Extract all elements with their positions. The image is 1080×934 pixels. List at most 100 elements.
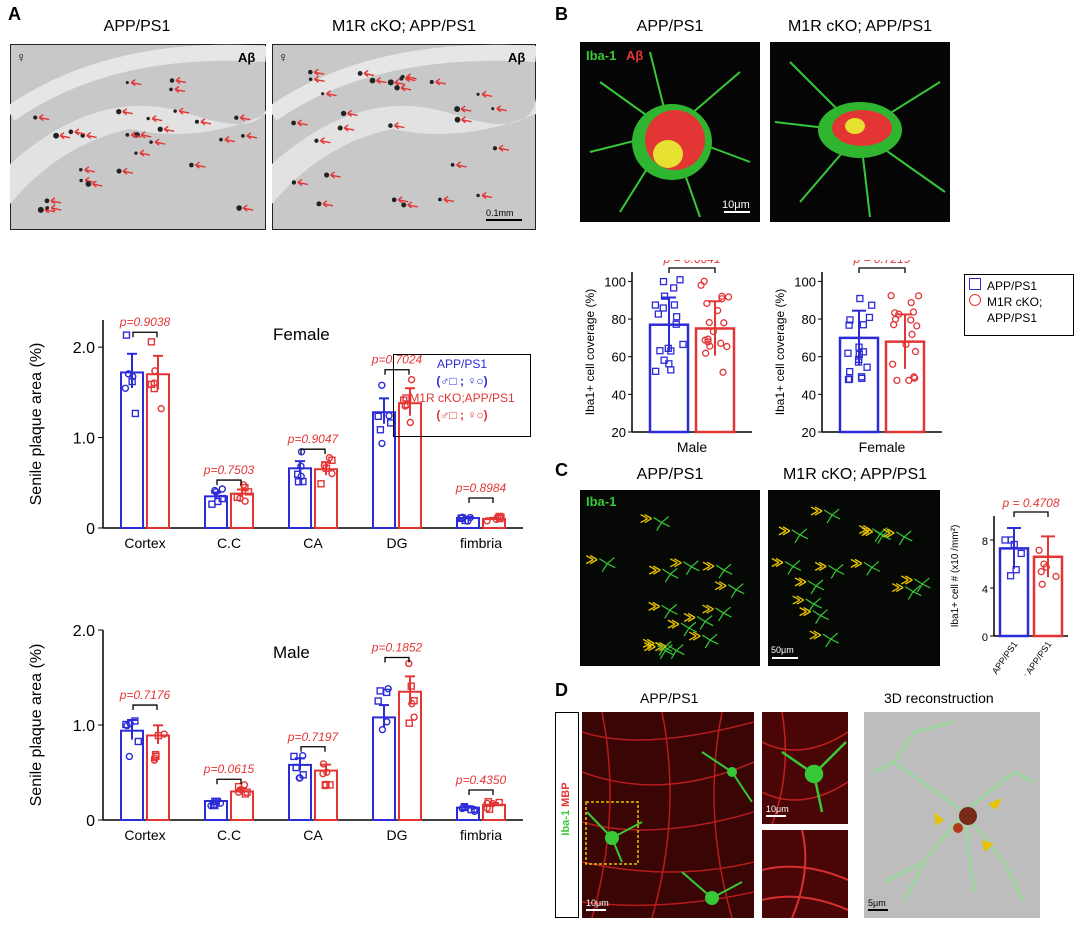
panel-d-scale-label-2: 10μm: [766, 804, 789, 814]
plaque-dot: [79, 178, 83, 183]
plaque-arrow-icon: [38, 113, 50, 122]
y-tick-label: 1.0: [73, 718, 95, 735]
plaque-arrow-icon: [200, 118, 212, 126]
panel-b-left-title: APP/PS1: [636, 18, 704, 35]
data-point: [151, 367, 159, 375]
y-tick-label: 1.0: [73, 431, 95, 448]
plaque-arrow-icon: [174, 85, 186, 93]
panel-d-stain-box: Iba-1 MBP: [555, 712, 579, 918]
plaque-arrow-icon: [130, 78, 142, 87]
plaque-dot: [492, 146, 498, 151]
plaque-dot: [369, 77, 376, 84]
data-point: [856, 294, 864, 303]
chart-b-female: 20 40 60 80 100 Iba1+ cell coverage (%) Female…: [773, 260, 942, 455]
data-point: [378, 725, 387, 734]
data-point: [652, 367, 660, 375]
data-point: [846, 316, 854, 324]
plaque-dot: [340, 110, 347, 117]
yellow-arrow-icon: [669, 558, 682, 568]
plaque-dot: [438, 197, 442, 202]
y-tick-label: 8: [982, 536, 988, 548]
data-point: [1037, 568, 1045, 576]
plaque-arrow-icon: [178, 107, 190, 115]
data-point: [1035, 546, 1043, 554]
data-point: [1042, 563, 1050, 571]
data-point: [483, 517, 491, 525]
data-point: [1017, 549, 1025, 558]
panel-a-left-female-symbol: ♀: [16, 49, 27, 65]
yellow-arrow-icon: [683, 612, 696, 623]
plaque-arrow-icon: [139, 149, 151, 157]
plaque-arrow-icon: [74, 128, 85, 136]
microglia-cell: [823, 508, 841, 524]
yellow-arrow-icon: [861, 526, 874, 537]
data-point: [902, 340, 910, 349]
y-tick-label: 80: [612, 312, 626, 327]
yellow-arrow-icon: [900, 575, 913, 585]
microglia-cell: [661, 567, 679, 583]
data-point: [496, 514, 504, 523]
data-point: [128, 377, 136, 386]
yellow-arrow-icon: [809, 630, 822, 640]
plaque-arrow-icon: [313, 68, 325, 76]
plaque-dot: [314, 138, 319, 143]
panel-a-scale-label: 0.1mm: [486, 208, 514, 218]
panel-a-right-title: M1R cKO; APP/PS1: [331, 18, 477, 35]
y-tick-label: 0: [86, 813, 95, 830]
plaque-arrow-icon: [224, 136, 236, 144]
data-point: [913, 322, 921, 330]
plaque-arrow-icon: [461, 116, 472, 124]
data-point: [211, 486, 219, 495]
panel-b-left-micrograph: Iba-1 Aβ 10μm: [580, 42, 760, 222]
yellow-arrow-icon: [642, 638, 655, 648]
data-point: [407, 682, 415, 690]
p-value-label: p=0.8984: [455, 481, 507, 495]
data-point: [656, 347, 664, 355]
data-point: [376, 426, 385, 434]
microglia-cell: [904, 585, 922, 600]
panel-a-legend: APP/PS1 (♂□ ; ♀○) M1R cKO;APP/PS1 (♂□ ; …: [393, 354, 531, 437]
panel-b-iba1-label: Iba-1: [586, 48, 616, 63]
data-point: [121, 384, 130, 392]
plaque-dot: [316, 201, 322, 207]
plaque-dot: [125, 80, 129, 85]
data-point: [720, 319, 728, 327]
x-tick-label: C.C: [217, 827, 241, 840]
data-point: [319, 769, 327, 778]
plaque-dot: [321, 92, 325, 96]
significance-bracket: [300, 448, 326, 455]
data-point: [1001, 536, 1009, 544]
microglia-cell: [715, 563, 733, 579]
plaque-dot: [149, 140, 153, 144]
data-point: [129, 372, 137, 381]
plaque-dot: [44, 198, 50, 204]
panel-c-left-micrograph: Iba-1: [580, 490, 760, 666]
yellow-arrow-icon: [794, 577, 807, 587]
data-point: [1012, 566, 1020, 574]
plaque-arrow-icon: [481, 191, 493, 200]
data-point: [134, 737, 142, 746]
data-point: [1038, 580, 1046, 588]
plaque-dot: [337, 125, 343, 131]
plaque-arrow-icon: [122, 108, 133, 116]
plaque-arrow-icon: [347, 109, 358, 117]
plaque-arrow-icon: [376, 77, 387, 85]
microglia-cell: [667, 644, 685, 659]
plaque-dot: [125, 133, 130, 137]
significance-bracket: [132, 331, 158, 338]
plaque-dot: [53, 132, 60, 139]
plaque-arrow-icon: [363, 69, 375, 77]
data-point: [660, 292, 669, 300]
plaque-dot: [394, 85, 400, 91]
data-point: [123, 721, 131, 730]
data-point: [241, 790, 250, 798]
data-point: [859, 348, 868, 356]
data-point: [497, 513, 505, 521]
panel-letter-c: C: [555, 460, 568, 480]
plaque-dot: [189, 162, 194, 168]
data-point: [714, 306, 722, 315]
microglia-cell: [653, 516, 670, 531]
data-point: [299, 751, 307, 760]
data-point: [895, 310, 903, 318]
data-point: [294, 478, 303, 486]
